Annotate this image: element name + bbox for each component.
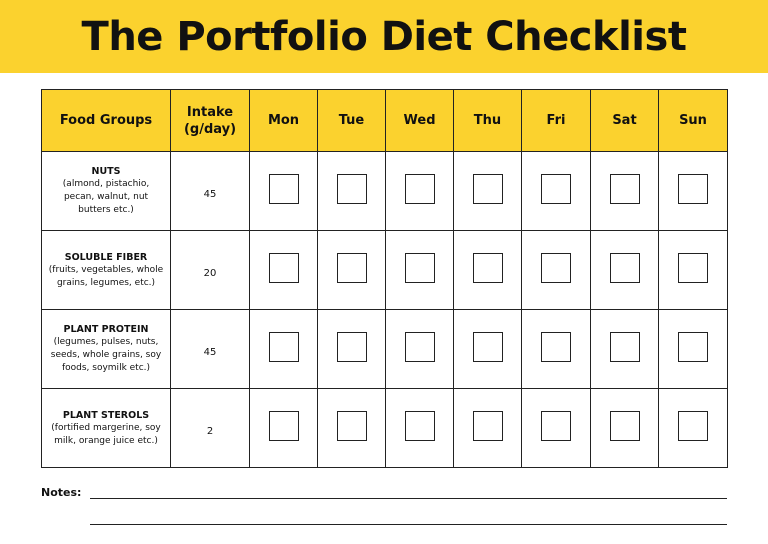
day-cell: [385, 309, 454, 389]
header-intake-label: Intake (g/day): [183, 104, 237, 137]
checkbox-protein-mon[interactable]: [268, 332, 299, 362]
header-tue: Tue: [317, 89, 386, 152]
checkbox-nuts-sat[interactable]: [609, 174, 640, 204]
checkbox-fiber-fri[interactable]: [541, 253, 571, 283]
checkbox-nuts-wed[interactable]: [404, 174, 435, 204]
checkbox-protein-tue[interactable]: [336, 332, 367, 362]
day-cell: [521, 388, 591, 468]
header-row: Food Groups Intake (g/day) Mon Tue Wed T…: [41, 89, 728, 152]
day-cell: [453, 230, 522, 310]
table-row: PLANT STEROLS (fortified margerine, soy …: [41, 388, 728, 468]
notes-section: Notes:: [41, 484, 727, 534]
day-cell: [453, 151, 522, 231]
checkbox-nuts-tue[interactable]: [336, 174, 367, 204]
day-cell: [590, 388, 659, 468]
day-cell: [658, 230, 728, 310]
food-group-cell: PLANT STEROLS (fortified margerine, soy …: [41, 388, 171, 468]
checkbox-sterols-fri[interactable]: [541, 411, 571, 441]
day-cell: [385, 151, 454, 231]
food-group-name: PLANT PROTEIN: [63, 324, 149, 335]
checkbox-fiber-wed[interactable]: [404, 253, 435, 283]
checkbox-nuts-fri[interactable]: [541, 174, 571, 204]
day-cell: [385, 230, 454, 310]
intake-value: 45: [203, 346, 217, 358]
food-group-cell: SOLUBLE FIBER (fruits, vegetables, whole…: [41, 230, 171, 310]
food-group-desc: (legumes, pulses, nuts, seeds, whole gra…: [50, 337, 162, 373]
day-cell: [521, 151, 591, 231]
food-group-desc: (fortified margerine, soy milk, orange j…: [51, 422, 161, 446]
day-cell: [590, 309, 659, 389]
checkbox-fiber-sun[interactable]: [678, 253, 708, 283]
table-row: PLANT PROTEIN (legumes, pulses, nuts, se…: [41, 309, 728, 389]
checkbox-protein-sun[interactable]: [678, 332, 708, 362]
checkbox-nuts-mon[interactable]: [268, 174, 299, 204]
day-cell: [249, 151, 318, 231]
header-sat: Sat: [590, 89, 659, 152]
day-cell: [658, 309, 728, 389]
day-cell: [453, 388, 522, 468]
intake-cell: 2: [170, 388, 250, 468]
day-cell: [317, 151, 386, 231]
day-cell: [521, 309, 591, 389]
day-cell: [249, 309, 318, 389]
day-cell: [317, 388, 386, 468]
food-group-cell: PLANT PROTEIN (legumes, pulses, nuts, se…: [41, 309, 171, 389]
table-row: SOLUBLE FIBER (fruits, vegetables, whole…: [41, 230, 728, 310]
header-wed: Wed: [385, 89, 454, 152]
day-cell: [658, 388, 728, 468]
checkbox-nuts-sun[interactable]: [678, 174, 708, 204]
checkbox-protein-thu[interactable]: [472, 332, 503, 362]
day-cell: [249, 230, 318, 310]
table-row: NUTS (almond, pistachio, pecan, walnut, …: [41, 151, 728, 231]
day-cell: [317, 309, 386, 389]
day-cell: [385, 388, 454, 468]
header-sun: Sun: [658, 89, 728, 152]
intake-cell: 45: [170, 309, 250, 389]
checkbox-sterols-mon[interactable]: [268, 411, 299, 441]
intake-cell: 45: [170, 151, 250, 231]
checkbox-protein-sat[interactable]: [609, 332, 640, 362]
notes-line[interactable]: [90, 524, 727, 525]
day-cell: [317, 230, 386, 310]
checkbox-protein-fri[interactable]: [541, 332, 571, 362]
checkbox-fiber-sat[interactable]: [609, 253, 640, 283]
food-group-desc: (fruits, vegetables, whole grains, legum…: [48, 264, 164, 288]
intake-value: 2: [206, 425, 214, 437]
header-thu: Thu: [453, 89, 522, 152]
day-cell: [453, 309, 522, 389]
food-group-name: SOLUBLE FIBER: [64, 251, 148, 263]
day-cell: [590, 151, 659, 231]
checkbox-fiber-mon[interactable]: [268, 253, 299, 283]
food-group-cell: NUTS (almond, pistachio, pecan, walnut, …: [41, 151, 171, 231]
title-banner: The Portfolio Diet Checklist: [0, 0, 768, 73]
intake-cell: 20: [170, 230, 250, 310]
day-cell: [590, 230, 659, 310]
checkbox-protein-wed[interactable]: [404, 332, 435, 362]
checkbox-fiber-tue[interactable]: [336, 253, 367, 283]
checkbox-sterols-wed[interactable]: [404, 411, 435, 441]
food-group-desc: (almond, pistachio, pecan, walnut, nut b…: [62, 179, 150, 215]
intake-value: 45: [203, 188, 217, 200]
checkbox-sterols-tue[interactable]: [336, 411, 367, 441]
page-title: The Portfolio Diet Checklist: [81, 13, 687, 60]
day-cell: [249, 388, 318, 468]
day-cell: [521, 230, 591, 310]
checkbox-fiber-thu[interactable]: [472, 253, 503, 283]
header-mon: Mon: [249, 89, 318, 152]
header-intake: Intake (g/day): [170, 89, 250, 152]
header-fri: Fri: [521, 89, 591, 152]
checklist-table: Food Groups Intake (g/day) Mon Tue Wed T…: [41, 89, 728, 468]
food-group-name: NUTS: [91, 166, 121, 177]
checkbox-sterols-sun[interactable]: [678, 411, 708, 441]
day-cell: [658, 151, 728, 231]
checkbox-sterols-sat[interactable]: [609, 411, 640, 441]
intake-value: 20: [203, 267, 217, 279]
notes-label: Notes:: [41, 486, 82, 499]
checkbox-nuts-thu[interactable]: [472, 174, 503, 204]
header-food-groups: Food Groups: [41, 89, 171, 152]
notes-line[interactable]: [90, 498, 727, 499]
food-group-name: PLANT STEROLS: [62, 409, 150, 421]
checkbox-sterols-thu[interactable]: [472, 411, 503, 441]
